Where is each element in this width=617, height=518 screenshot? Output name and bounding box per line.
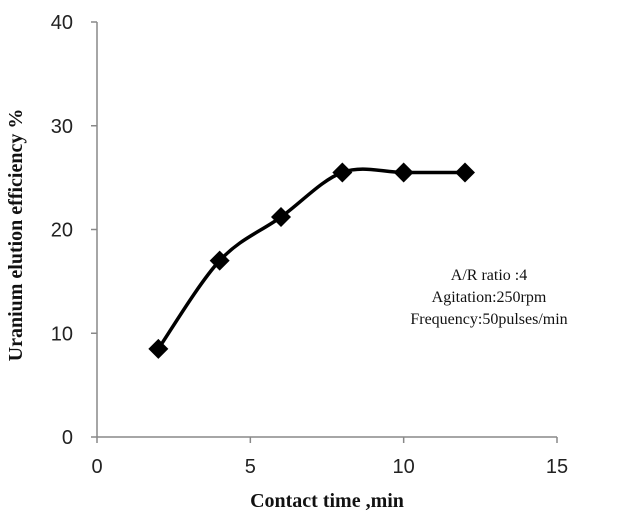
y-axis-title: Uranium elution efficiency %: [5, 109, 27, 362]
data-point: [455, 162, 475, 183]
annotation: Frequency:50pulses/min: [410, 311, 567, 328]
data-point: [148, 338, 169, 359]
annotation: Agitation:250rpm: [432, 289, 547, 306]
x-tick-label: 15: [546, 456, 568, 478]
x-tick-label: 0: [91, 456, 102, 478]
data-point: [271, 207, 291, 228]
annotation: A/R ratio :4: [451, 267, 527, 284]
y-tick-label: 30: [51, 116, 73, 138]
y-tick-label: 10: [51, 323, 73, 345]
data-point: [209, 250, 230, 271]
data-point: [332, 162, 353, 183]
y-tick-label: 40: [51, 12, 73, 34]
data-point: [393, 162, 414, 183]
x-tick-label: 5: [245, 456, 256, 478]
x-tick-label: 10: [393, 456, 415, 478]
y-tick-label: 20: [51, 220, 73, 242]
x-axis-title: Contact time ,min: [250, 490, 404, 512]
y-tick-label: 0: [62, 427, 73, 449]
